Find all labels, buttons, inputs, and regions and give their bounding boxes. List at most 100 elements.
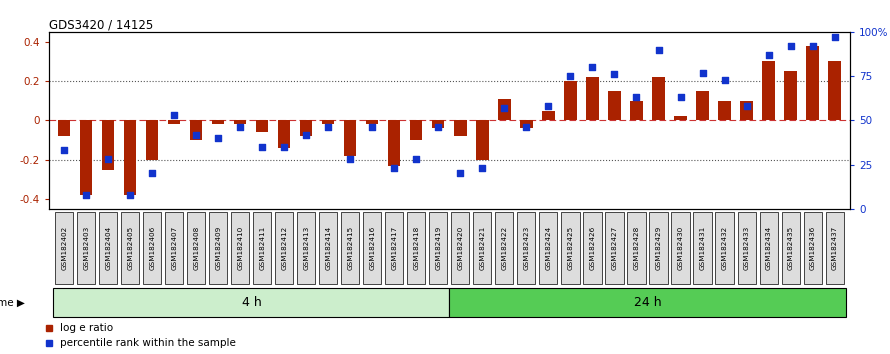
Bar: [455, 120, 466, 136]
Text: GSM182410: GSM182410: [238, 226, 243, 270]
Text: GSM182432: GSM182432: [722, 226, 727, 270]
Point: [57, 148, 71, 153]
Bar: [473, 212, 491, 284]
Bar: [652, 77, 665, 120]
Bar: [168, 120, 181, 124]
Point: [432, 125, 446, 130]
Bar: [829, 61, 840, 120]
Bar: [539, 212, 557, 284]
Bar: [564, 81, 577, 120]
Bar: [763, 61, 774, 120]
Bar: [166, 212, 183, 284]
Bar: [587, 77, 599, 120]
Point: [299, 132, 313, 137]
Text: GSM182433: GSM182433: [743, 226, 749, 270]
Bar: [102, 120, 115, 170]
Point: [805, 43, 820, 49]
Point: [387, 165, 401, 171]
Bar: [521, 120, 532, 128]
Point: [409, 156, 424, 162]
Bar: [562, 212, 579, 284]
Point: [79, 192, 93, 198]
Text: GSM182415: GSM182415: [347, 226, 353, 270]
Text: GSM182402: GSM182402: [61, 226, 68, 270]
Text: GSM182409: GSM182409: [215, 226, 222, 270]
Bar: [297, 212, 315, 284]
Text: GSM182416: GSM182416: [369, 226, 376, 270]
Bar: [256, 120, 269, 132]
Text: 4 h: 4 h: [241, 296, 262, 309]
Point: [233, 125, 247, 130]
Text: GSM182434: GSM182434: [765, 226, 772, 270]
Bar: [498, 99, 511, 120]
Bar: [609, 91, 620, 120]
Point: [541, 103, 555, 109]
Bar: [784, 71, 797, 120]
Text: GSM182429: GSM182429: [656, 226, 661, 270]
Text: GSM182425: GSM182425: [568, 226, 573, 270]
Text: GSM182403: GSM182403: [84, 226, 89, 270]
Point: [475, 165, 490, 171]
Bar: [275, 212, 294, 284]
Bar: [433, 120, 444, 128]
Bar: [146, 120, 158, 160]
Text: time ▶: time ▶: [0, 298, 25, 308]
Point: [167, 112, 182, 118]
Point: [674, 95, 688, 100]
Point: [651, 47, 666, 52]
Point: [365, 125, 379, 130]
Point: [520, 125, 534, 130]
Bar: [279, 120, 290, 148]
Text: log e ratio: log e ratio: [60, 322, 113, 332]
Bar: [143, 212, 161, 284]
Bar: [320, 212, 337, 284]
Point: [586, 64, 600, 70]
Text: GSM182435: GSM182435: [788, 226, 794, 270]
Bar: [55, 212, 73, 284]
Bar: [496, 212, 514, 284]
Text: GSM182407: GSM182407: [172, 226, 177, 270]
Text: GSM182430: GSM182430: [677, 226, 684, 270]
Bar: [80, 120, 93, 195]
Text: 24 h: 24 h: [634, 296, 661, 309]
Text: GSM182413: GSM182413: [303, 226, 310, 270]
Text: GSM182417: GSM182417: [392, 226, 398, 270]
Point: [321, 125, 336, 130]
Bar: [806, 46, 819, 120]
Bar: [675, 116, 686, 120]
Point: [607, 72, 621, 77]
Point: [563, 73, 578, 79]
Text: GSM182411: GSM182411: [259, 226, 265, 270]
Bar: [517, 212, 536, 284]
Text: GDS3420 / 14125: GDS3420 / 14125: [49, 19, 153, 32]
Point: [145, 171, 159, 176]
Bar: [125, 120, 136, 195]
Bar: [476, 120, 489, 160]
Text: GSM182423: GSM182423: [523, 226, 530, 270]
Point: [828, 34, 842, 40]
Bar: [388, 120, 401, 166]
Point: [717, 77, 732, 82]
Bar: [77, 212, 95, 284]
Bar: [53, 288, 449, 317]
Point: [190, 132, 204, 137]
Text: GSM182412: GSM182412: [281, 226, 287, 270]
Point: [783, 43, 797, 49]
Bar: [100, 212, 117, 284]
Point: [695, 70, 709, 75]
Bar: [693, 212, 711, 284]
Text: GSM182436: GSM182436: [810, 226, 815, 270]
Bar: [542, 110, 554, 120]
Text: GSM182408: GSM182408: [193, 226, 199, 270]
Bar: [584, 212, 602, 284]
Bar: [781, 212, 799, 284]
Bar: [344, 120, 357, 156]
Bar: [408, 212, 425, 284]
Point: [453, 171, 467, 176]
Bar: [605, 212, 624, 284]
Point: [498, 105, 512, 111]
Text: GSM182404: GSM182404: [105, 226, 111, 270]
Bar: [385, 212, 403, 284]
Point: [123, 192, 137, 198]
Bar: [759, 212, 778, 284]
